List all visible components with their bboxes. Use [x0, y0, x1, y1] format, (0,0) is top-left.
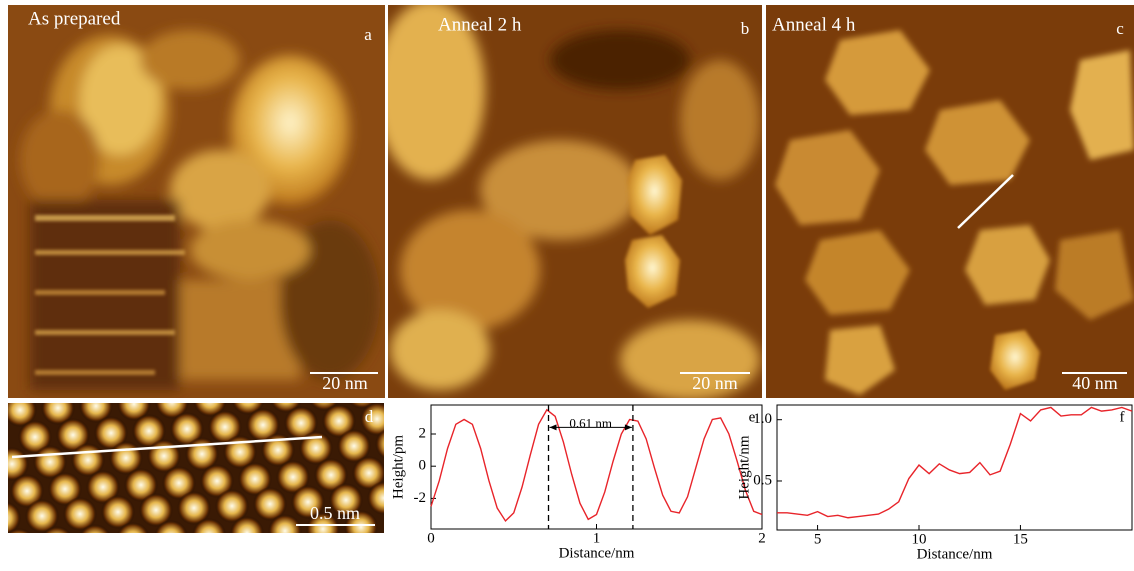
- y-tick-label: 1.0: [753, 411, 772, 427]
- lattice-spot: [78, 524, 112, 558]
- y-axis-label: Height/pm: [390, 435, 406, 499]
- x-tick-label: 10: [912, 531, 927, 547]
- panel-title: As prepared: [28, 8, 121, 29]
- lattice-spot: [192, 518, 226, 552]
- lattice-spot: [116, 522, 150, 556]
- y-tick-label: -2: [414, 490, 427, 506]
- lattice-spot: [230, 516, 264, 550]
- panel-title: Anneal 4 h: [772, 14, 856, 35]
- y-tick-label: 0.5: [753, 472, 772, 488]
- lattice-spot: [268, 514, 302, 548]
- panel-letter: a: [364, 25, 372, 44]
- x-tick-label: 2: [758, 530, 766, 546]
- data-line: [777, 407, 1132, 517]
- y-tick-label: 2: [419, 425, 427, 441]
- stm-image-c: [766, 5, 1134, 398]
- lattice-spot: [382, 508, 416, 542]
- stm-image-a: [8, 5, 385, 398]
- x-tick-label: 0: [427, 530, 435, 546]
- scale-bar-label: 40 nm: [1072, 373, 1118, 393]
- x-tick-label: 1: [593, 530, 601, 546]
- scale-bar-label: 20 nm: [322, 373, 368, 393]
- panel-letter: b: [741, 19, 750, 38]
- figure: As prepared a 20 nm Anneal 2 h b 20 nm A…: [0, 0, 1134, 571]
- lattice-spot: [2, 528, 36, 562]
- lattice-spot: [398, 400, 432, 434]
- x-tick-label: 5: [814, 531, 822, 547]
- lattice-spot: [154, 520, 188, 554]
- y-tick-label: 0: [419, 458, 427, 474]
- scale-bar-label: 20 nm: [692, 373, 738, 393]
- panel-letter: d: [365, 407, 374, 426]
- stm-image-d: [0, 373, 432, 562]
- panel-title: Anneal 2 h: [438, 14, 522, 35]
- stm-image-b: [375, 0, 762, 400]
- annotation: 0.61 nm: [569, 415, 612, 430]
- x-tick-label: 15: [1013, 531, 1028, 547]
- lattice-spot: [40, 526, 74, 560]
- scale-bar-label: 0.5 nm: [310, 503, 360, 523]
- plot-frame: [777, 405, 1132, 530]
- y-axis-label: Height/nm: [736, 435, 752, 499]
- x-axis-label: Distance/nm: [559, 545, 635, 561]
- panel-letter: c: [1116, 19, 1124, 38]
- x-axis-label: Distance/nm: [917, 546, 993, 562]
- panel-letter: f: [1120, 409, 1125, 425]
